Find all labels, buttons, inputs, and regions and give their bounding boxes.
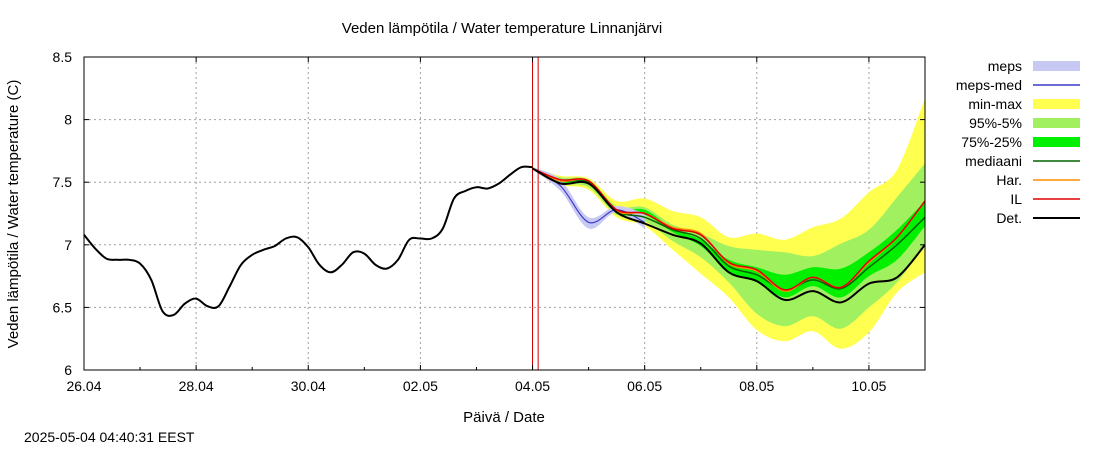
series-lines xyxy=(83,57,926,370)
x-axis-label: Päivä / Date xyxy=(463,409,545,426)
y-axis-label: Veden lämpötila / Water temperature (C) xyxy=(5,80,22,349)
x-tick-label: 06.05 xyxy=(627,378,662,394)
y-tick-label: 6.5 xyxy=(53,299,73,315)
legend-label-meps: meps xyxy=(988,58,1022,74)
x-tick-label: 04.05 xyxy=(515,378,550,394)
legend-label-meps_med: meps-med xyxy=(956,77,1022,93)
timestamp: 2025-05-04 04:40:31 EEST xyxy=(24,429,195,445)
legend-swatch-p75_25 xyxy=(1033,137,1080,147)
legend-label-mediaani: mediaani xyxy=(965,153,1022,169)
x-tick-label: 26.04 xyxy=(66,378,101,394)
x-tick-label: 02.05 xyxy=(403,378,438,394)
y-tick-label: 7 xyxy=(64,237,72,253)
y-tick-label: 8.5 xyxy=(53,49,73,65)
chart-title: Veden lämpötila / Water temperature Linn… xyxy=(342,20,662,37)
plot-border xyxy=(83,56,926,371)
x-tick-label: 10.05 xyxy=(851,378,886,394)
plot-frame xyxy=(83,56,926,371)
legend-swatch-min_max xyxy=(1033,99,1080,109)
y-tick-label: 6 xyxy=(64,362,72,378)
y-tick-label: 8 xyxy=(64,112,72,128)
legend-label-il: IL xyxy=(1010,191,1022,207)
legend-label-p95_5: 95%-5% xyxy=(969,115,1022,131)
legend-swatch-meps xyxy=(1033,61,1080,71)
legend-label-det: Det. xyxy=(996,210,1022,226)
x-tick-label: 08.05 xyxy=(739,378,774,394)
legend: meps meps-med min-max 95%-5% 75%-25% mediaani… xyxy=(956,58,1080,226)
legend-label-p75_25: 75%-25% xyxy=(961,134,1022,150)
line-il xyxy=(532,167,926,291)
legend-label-min_max: min-max xyxy=(968,96,1022,112)
line-observed xyxy=(83,165,533,317)
x-tick-label: 28.04 xyxy=(179,378,214,394)
legend-label-har: Har. xyxy=(996,172,1022,188)
axis-ticks: 6 6.5 7 7.5 8 8.5 26.04 28.04 30.04 02.05 04.05 06.… xyxy=(53,49,925,394)
x-tick-label: 30.04 xyxy=(291,378,326,394)
y-tick-label: 7.5 xyxy=(53,174,73,190)
legend-swatch-p95_5 xyxy=(1033,118,1080,128)
line-det xyxy=(532,167,926,304)
